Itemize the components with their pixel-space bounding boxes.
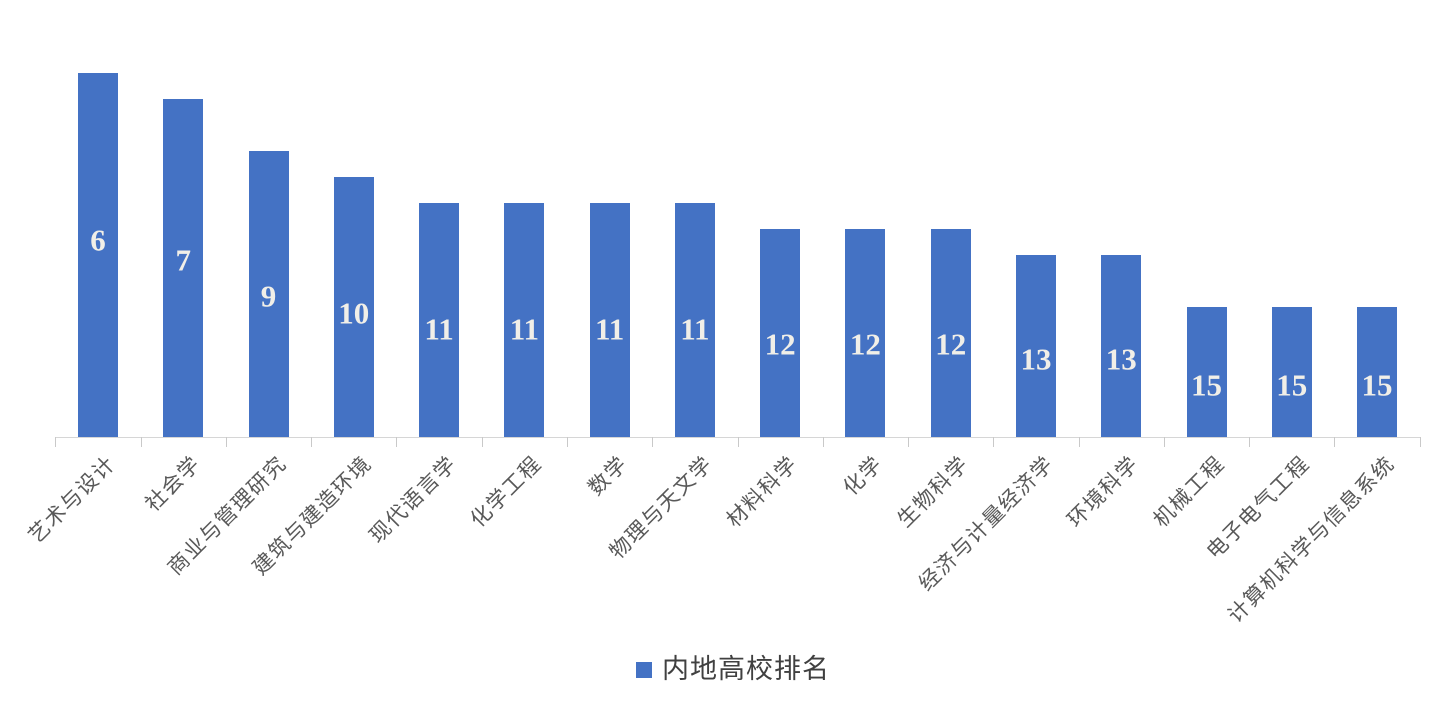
bar-value-label: 15 (1361, 367, 1393, 403)
bar: 11 (674, 203, 715, 437)
category-label: 计算机科学与信息系统 (1223, 452, 1400, 628)
bar: 15 (1271, 307, 1312, 437)
bar: 11 (504, 203, 545, 437)
bar-value-label: 10 (338, 295, 370, 331)
axis-tick (822, 437, 824, 447)
axis-tick (396, 437, 398, 447)
bar-value-label: 11 (680, 311, 710, 347)
axis-tick (652, 437, 654, 447)
bar: 11 (419, 203, 460, 437)
axis-tick (225, 437, 227, 447)
bar: 7 (163, 99, 204, 437)
bar: 12 (930, 229, 971, 437)
bar-value-label: 6 (90, 222, 106, 258)
bar-value-label: 12 (764, 326, 796, 362)
bar-value-label: 9 (260, 278, 277, 314)
bar: 10 (333, 177, 374, 437)
legend-label: 内地高校排名 (662, 654, 830, 684)
axis-tick (908, 437, 910, 447)
bar-value-label: 15 (1276, 367, 1308, 403)
axis-tick (993, 437, 995, 447)
axis-tick (737, 437, 739, 447)
bar: 9 (248, 151, 289, 437)
axis-tick (1163, 437, 1165, 447)
axis-tick (55, 437, 57, 447)
bar-value-label: 15 (1191, 367, 1222, 403)
bar: 13 (1101, 255, 1142, 437)
bar-value-label: 12 (935, 326, 967, 362)
bar-value-label: 13 (1020, 341, 1052, 377)
bar: 13 (1015, 255, 1056, 437)
bar-value-label: 13 (1105, 341, 1137, 377)
bar: 6 (78, 73, 118, 437)
bar: 12 (760, 229, 801, 437)
bar: 11 (589, 203, 630, 437)
bar: 15 (1357, 307, 1398, 437)
bar-value-label: 11 (594, 311, 625, 347)
axis-tick (311, 437, 313, 447)
legend: 内地高校排名 (636, 656, 830, 683)
bar-value-label: 12 (849, 326, 881, 362)
axis-tick (1249, 437, 1251, 447)
bar-value-label: 11 (509, 311, 539, 347)
bar-value-label: 11 (424, 311, 454, 347)
legend-marker (636, 661, 652, 678)
axis-tick (1078, 437, 1080, 447)
axis-tick (1419, 437, 1421, 447)
axis-tick (1334, 437, 1336, 447)
axis-tick (566, 437, 568, 447)
bar-value-label: 7 (175, 242, 192, 278)
bar: 15 (1186, 307, 1227, 437)
axis-tick (140, 437, 142, 447)
bar: 12 (845, 229, 886, 437)
axis-tick (481, 437, 483, 447)
